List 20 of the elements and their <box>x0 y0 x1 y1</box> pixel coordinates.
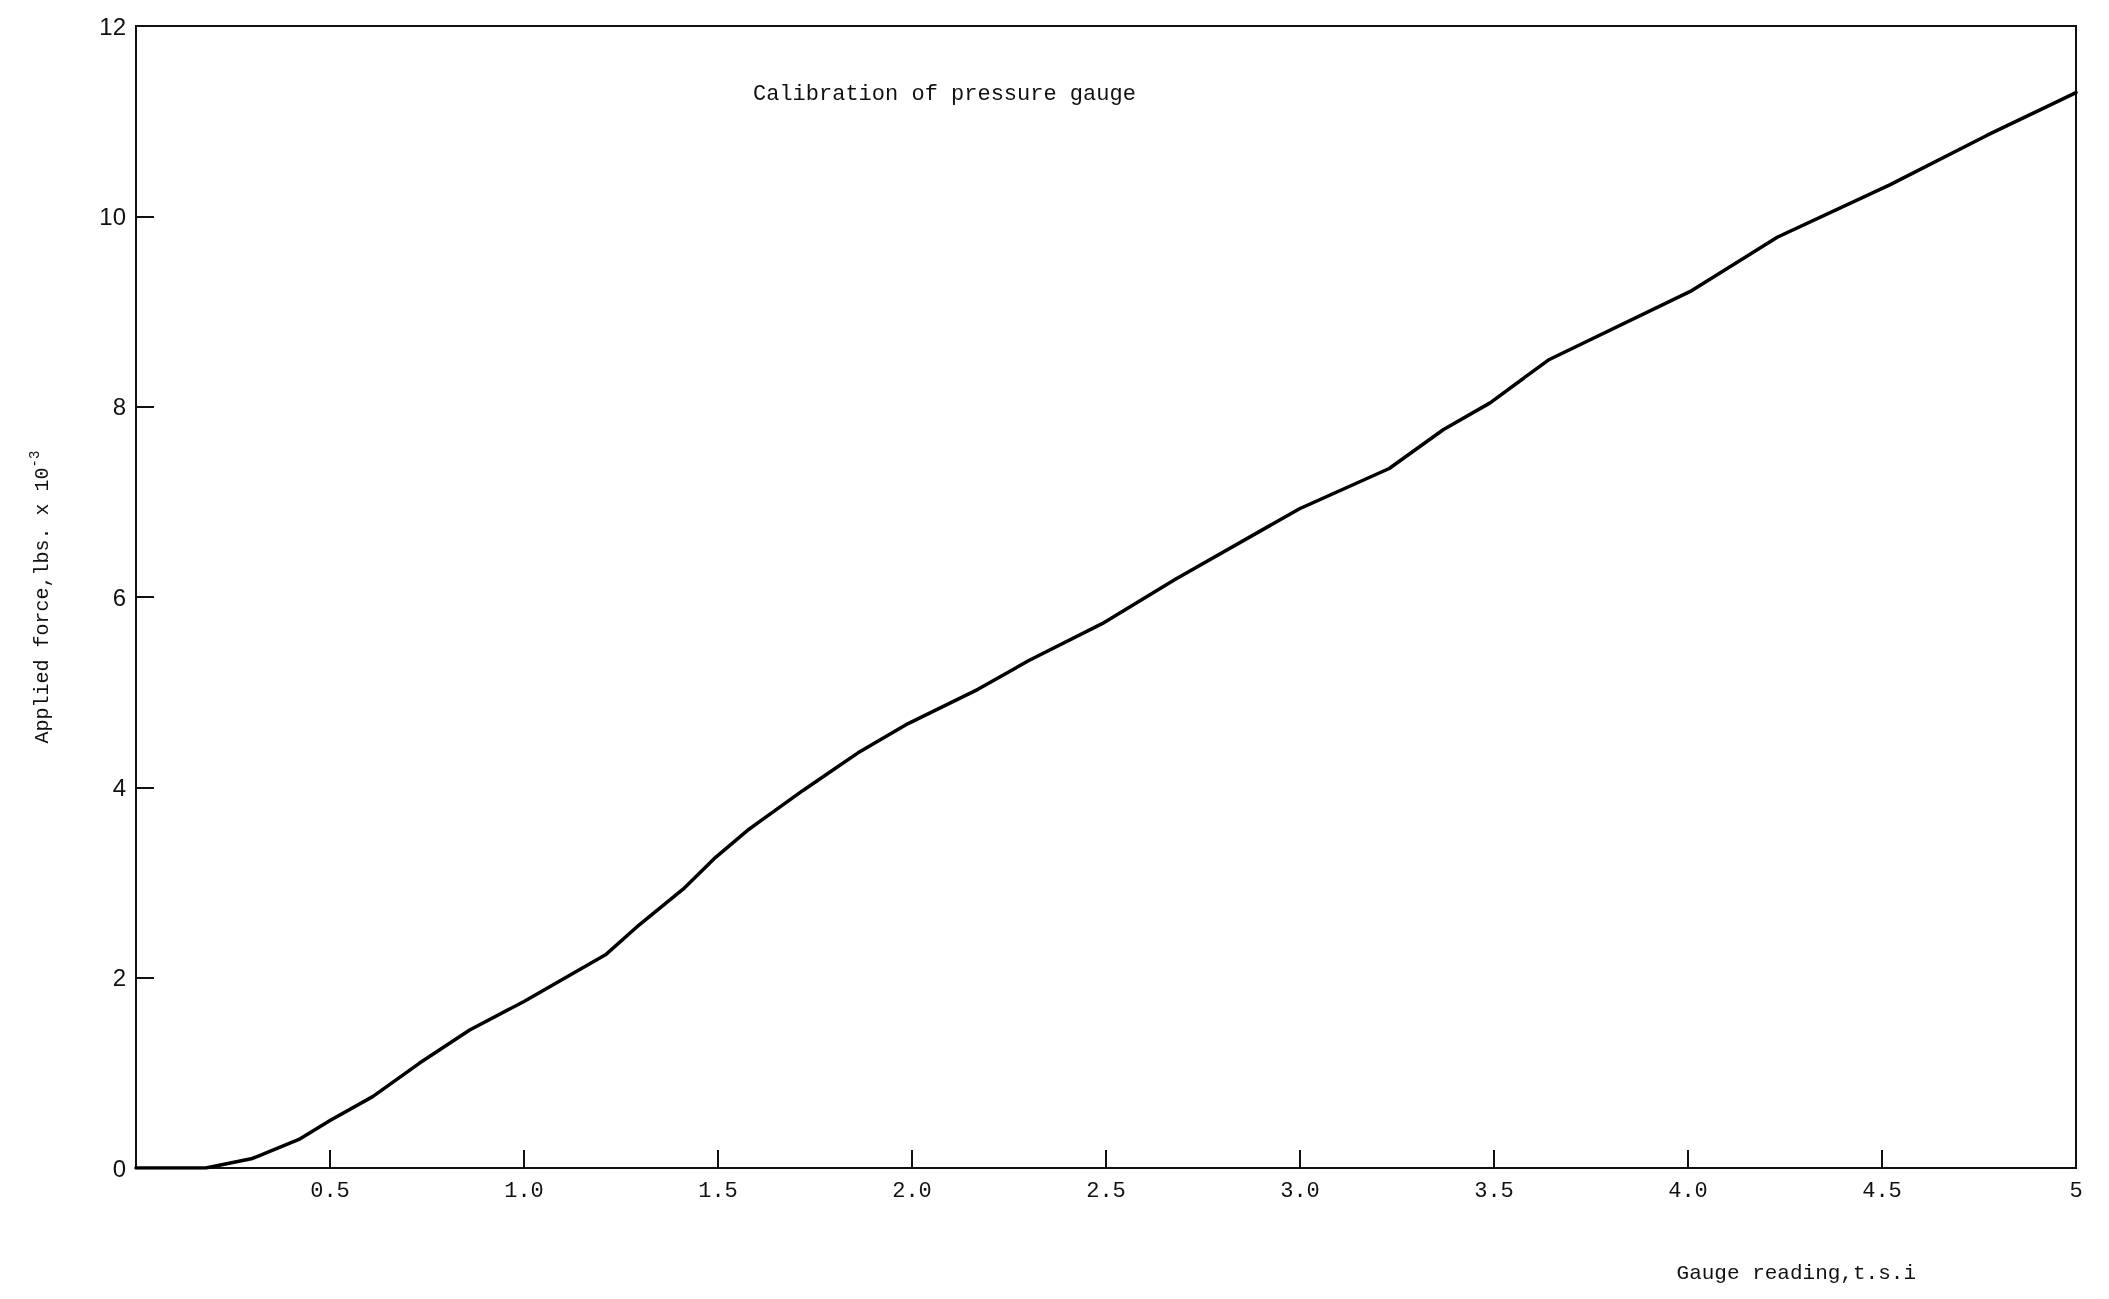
x-tick-label: 1.0 <box>504 1178 544 1204</box>
x-tick-label: 1.5 <box>698 1178 738 1204</box>
y-axis-title: Applied force,lbs. x 10-3 <box>27 450 54 744</box>
x-tick-label: 2.0 <box>892 1178 932 1204</box>
y-tick-label: 10 <box>99 202 126 230</box>
x-tick-label: 3.0 <box>1280 1178 1320 1204</box>
y-tick-label: 6 <box>112 583 126 611</box>
x-tick-label: 0.5 <box>310 1178 350 1204</box>
y-tick-label: 12 <box>99 12 126 40</box>
x-tick-label: 2.5 <box>1086 1178 1126 1204</box>
x-tick-label: 5 <box>2069 1178 2083 1204</box>
y-tick-label: 2 <box>112 964 126 992</box>
text: Calibration of pressure gauge <box>753 81 1136 107</box>
x-tick-label: 4.0 <box>1668 1178 1708 1204</box>
x-tick-label: 4.5 <box>1862 1178 1902 1204</box>
x-tick-label: 3.5 <box>1474 1178 1514 1204</box>
y-tick-label: 0 <box>112 1154 126 1182</box>
y-tick-label: 4 <box>112 773 126 801</box>
x-axis-title: Gauge reading,t.s.i <box>1676 1262 1916 1285</box>
y-tick-label: 8 <box>112 393 126 421</box>
